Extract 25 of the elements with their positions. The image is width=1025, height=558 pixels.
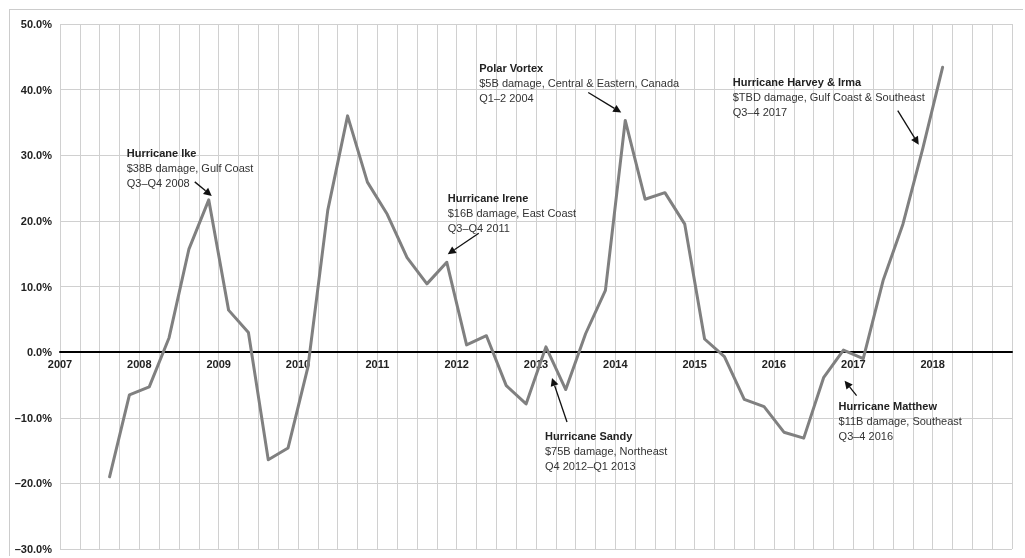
y-tick-label: 40.0% bbox=[20, 83, 53, 96]
annotation: Hurricane Irene $16B damage, East Coast Q3–Q4 2011 bbox=[447, 191, 577, 234]
x-tick-label: 2012 bbox=[444, 357, 469, 370]
x-tick-label: 2015 bbox=[682, 357, 707, 370]
y-tick-label: 20.0% bbox=[20, 214, 53, 227]
x-tick-label: 2011 bbox=[365, 357, 390, 370]
x-tick-label: 2009 bbox=[206, 357, 231, 370]
y-tick-label: 30.0% bbox=[20, 149, 53, 162]
x-tick-label: 2008 bbox=[127, 357, 152, 370]
x-tick-label: 2007 bbox=[47, 357, 73, 370]
annotation: Hurricane Ike $38B damage, Gulf Coast Q3–Q4 2008 bbox=[126, 147, 254, 190]
y-tick-label: –30.0% bbox=[14, 543, 53, 555]
annotation: Hurricane Matthew $11B damage, Southeast Q3–4 2016 bbox=[838, 400, 962, 443]
y-tick-label: 0.0% bbox=[26, 346, 53, 359]
y-tick-label: 50.0% bbox=[20, 18, 53, 30]
annotation: Hurricane Sandy $75B damage, Northeast Q4 2012–Q1 2013 bbox=[545, 429, 668, 472]
y-tick-label: 10.0% bbox=[20, 280, 53, 293]
x-tick-label: 2014 bbox=[603, 357, 629, 370]
x-tick-label: 2016 bbox=[761, 357, 787, 370]
x-tick-label: 2017 bbox=[841, 357, 866, 370]
x-tick-label: 2018 bbox=[920, 357, 945, 370]
y-tick-label: –10.0% bbox=[14, 411, 53, 424]
annotation: Hurricane Harvey & Irma $TBD damage, Gulf Coast & Southeast Q3–4 2017 bbox=[732, 76, 925, 119]
y-tick-label: –20.0% bbox=[14, 477, 53, 490]
annotation: Polar Vortex $5B damage, Central & Eastern, Canada Q1–2 2004 bbox=[479, 61, 681, 104]
